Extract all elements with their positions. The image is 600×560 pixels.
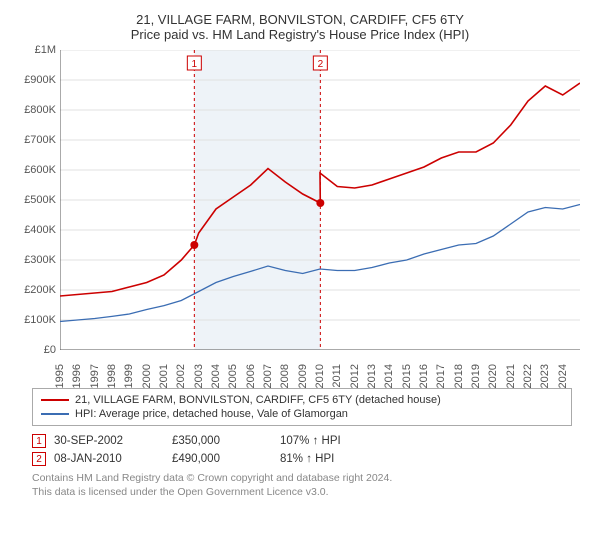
svg-text:1: 1	[192, 59, 198, 70]
title-address: 21, VILLAGE FARM, BONVILSTON, CARDIFF, C…	[12, 12, 588, 27]
y-tick-label: £100K	[12, 314, 56, 326]
x-tick-label: 1999	[123, 364, 135, 388]
x-tick-label: 2000	[141, 364, 153, 388]
x-tick-label: 2008	[279, 364, 291, 388]
x-tick-label: 2009	[297, 364, 309, 388]
x-tick-label: 2013	[366, 364, 378, 388]
y-tick-label: £900K	[12, 74, 56, 86]
x-tick-label: 2001	[158, 364, 170, 388]
sale-row: 1 30-SEP-2002 £350,000 107% ↑ HPI	[32, 432, 572, 450]
legend-swatch	[41, 413, 69, 415]
legend-swatch	[41, 399, 69, 401]
x-tick-label: 2023	[539, 364, 551, 388]
x-tick-label: 2006	[245, 364, 257, 388]
x-tick-label: 2016	[418, 364, 430, 388]
title-subtitle: Price paid vs. HM Land Registry's House …	[12, 27, 588, 42]
line-chart: 12	[60, 50, 580, 350]
svg-text:2: 2	[318, 59, 324, 70]
x-tick-label: 2024	[557, 364, 569, 388]
legend-label: 21, VILLAGE FARM, BONVILSTON, CARDIFF, C…	[75, 394, 441, 406]
x-tick-label: 2007	[262, 364, 274, 388]
chart-area: £0 £100K £200K £300K £400K £500K £600K £700K £80…	[12, 46, 588, 386]
x-tick-label: 2010	[314, 364, 326, 388]
y-tick-label: £800K	[12, 104, 56, 116]
y-tick-label: £200K	[12, 284, 56, 296]
y-tick-label: £700K	[12, 134, 56, 146]
x-tick-label: 1996	[71, 364, 83, 388]
x-tick-label: 2015	[401, 364, 413, 388]
y-tick-label: £300K	[12, 254, 56, 266]
x-tick-label: 2011	[331, 364, 343, 388]
chart-title: 21, VILLAGE FARM, BONVILSTON, CARDIFF, C…	[12, 12, 588, 42]
sale-hpi: 81% ↑ HPI	[280, 453, 400, 465]
x-tick-label: 2002	[175, 364, 187, 388]
footnote-line: This data is licensed under the Open Gov…	[32, 486, 572, 500]
legend-label: HPI: Average price, detached house, Vale…	[75, 408, 348, 420]
y-tick-label: £400K	[12, 224, 56, 236]
legend: 21, VILLAGE FARM, BONVILSTON, CARDIFF, C…	[32, 388, 572, 426]
sale-date: 30-SEP-2002	[54, 435, 164, 447]
sales-table: 1 30-SEP-2002 £350,000 107% ↑ HPI 2 08-J…	[32, 432, 572, 468]
sale-marker-icon: 2	[32, 452, 46, 466]
sale-row: 2 08-JAN-2010 £490,000 81% ↑ HPI	[32, 450, 572, 468]
sale-hpi: 107% ↑ HPI	[280, 435, 400, 447]
legend-item-hpi: HPI: Average price, detached house, Vale…	[41, 407, 563, 421]
sale-marker-icon: 1	[32, 434, 46, 448]
x-tick-label: 2017	[435, 364, 447, 388]
footnote: Contains HM Land Registry data © Crown c…	[32, 472, 572, 499]
x-tick-label: 2020	[487, 364, 499, 388]
x-tick-label: 1997	[89, 364, 101, 388]
x-tick-label: 2012	[349, 364, 361, 388]
y-tick-label: £600K	[12, 164, 56, 176]
x-tick-label: 2005	[227, 364, 239, 388]
x-tick-label: 2022	[522, 364, 534, 388]
y-tick-label: £0	[12, 344, 56, 356]
x-tick-label: 1995	[54, 364, 66, 388]
x-tick-label: 2003	[193, 364, 205, 388]
x-tick-label: 1998	[106, 364, 118, 388]
y-tick-label: £1M	[12, 44, 56, 56]
sale-price: £490,000	[172, 453, 272, 465]
x-tick-label: 2014	[383, 364, 395, 388]
legend-item-property: 21, VILLAGE FARM, BONVILSTON, CARDIFF, C…	[41, 393, 563, 407]
x-tick-label: 2021	[505, 364, 517, 388]
y-tick-label: £500K	[12, 194, 56, 206]
x-tick-label: 2019	[470, 364, 482, 388]
x-tick-label: 2018	[453, 364, 465, 388]
sale-date: 08-JAN-2010	[54, 453, 164, 465]
footnote-line: Contains HM Land Registry data © Crown c…	[32, 472, 572, 486]
x-tick-label: 2004	[210, 364, 222, 388]
sale-price: £350,000	[172, 435, 272, 447]
